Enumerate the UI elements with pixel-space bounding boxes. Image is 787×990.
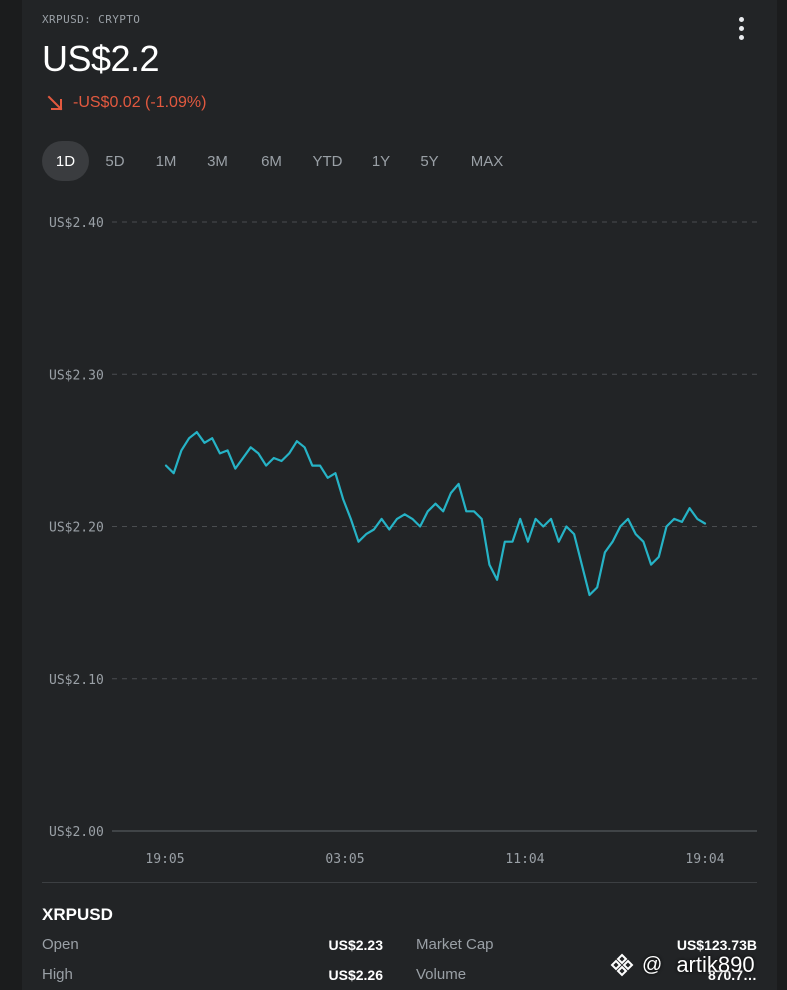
stat-label-market-cap: Market Cap [416,936,494,953]
tab-1m[interactable]: 1M [155,152,177,170]
stat-value-open: US$2.23 [328,937,383,953]
y-tick-label: US$2.10 [49,673,104,688]
tab-3m[interactable]: 3M [207,152,228,170]
ticker-symbol: XRPUSD: CRYPTO [42,13,141,26]
watermark: @ artik890 [610,950,755,980]
stat-label-open: Open [42,936,79,953]
tab-1d[interactable]: 1D [42,141,89,181]
stat-value-volume: 870.7… [707,967,757,983]
more-vert-icon [739,17,744,22]
x-tick-label: 19:05 [145,852,184,867]
x-tick-label: 11:04 [505,852,544,867]
tab-6m[interactable]: 6M [261,152,282,170]
y-tick-label: US$2.00 [49,825,104,840]
tab-1y[interactable]: 1Y [371,152,391,170]
x-tick-label: 03:05 [325,852,364,867]
stats-title: XRPUSD [42,905,113,924]
more-vert-icon [739,26,744,31]
watermark-text: artik890 [676,952,755,977]
y-tick-label: US$2.20 [49,521,104,536]
tab-5d[interactable]: 5D [105,152,125,170]
stat-label-high: High [42,966,73,983]
price-change: -US$0.02 (-1.09%) [46,93,206,113]
range-tabs: 1D 5D 1M 3M 6M YTD 1Y 5Y MAX [42,141,521,181]
price-line [164,431,707,597]
tab-5y[interactable]: 5Y [420,152,439,170]
more-vert-icon [739,35,744,40]
stat-value-market-cap: US$123.73B [676,937,757,953]
watermark-at: @ [642,953,663,976]
y-tick-label: US$2.30 [49,368,104,383]
quote-card: XRPUSD: CRYPTO US$2.2 -US$0.02 (-1.09%) … [22,0,777,990]
stat-label-volume: Volume [416,966,467,983]
arrow-down-right-icon [47,95,63,111]
more-options-button[interactable] [730,14,754,44]
x-tick-label: 19:04 [685,852,724,867]
divider [42,882,757,883]
current-price: US$2.2 [42,38,160,79]
stat-value-high: US$2.26 [328,967,383,983]
y-tick-label: US$2.40 [49,216,104,231]
tab-max[interactable]: MAX [470,152,504,170]
binance-logo-icon [610,953,634,977]
price-change-text: -US$0.02 (-1.09%) [73,94,207,111]
tab-ytd[interactable]: YTD [312,152,343,170]
price-chart[interactable]: US$2.40 US$2.30 US$2.20 US$2.10 US$2.00 19:05… [22,200,777,880]
